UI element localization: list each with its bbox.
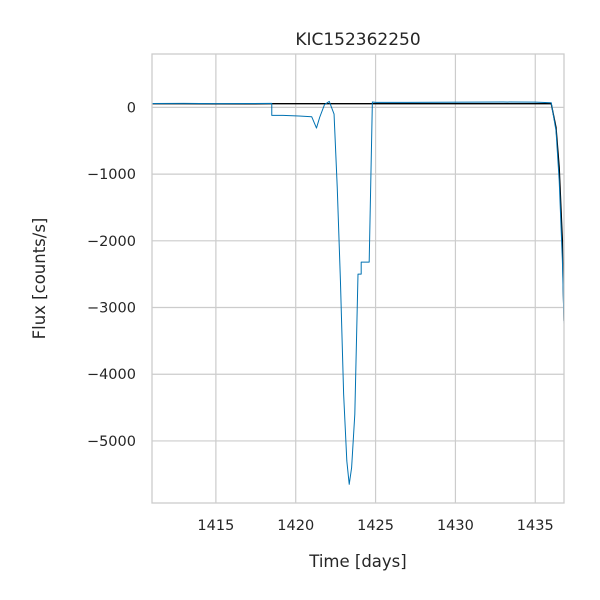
x-tick-label: 1435 [517,518,554,534]
chart-title: KIC152362250 [295,30,420,50]
x-tick-label: 1430 [437,518,474,534]
y-tick-label: −1000 [87,167,136,183]
grid [152,54,564,503]
series-line-blue [152,100,564,485]
x-tick-label: 1420 [277,518,314,534]
x-tick-label: 1415 [197,518,234,534]
y-tick-label: −2000 [87,234,136,250]
plot-frame [151,53,565,504]
series-line-black [152,103,564,321]
y-tick-label: −4000 [87,367,136,383]
x-axis-label: Time [days] [308,552,406,571]
y-axis-label: Flux [counts/s] [30,218,49,340]
y-tick-label: 0 [127,100,136,116]
x-axis-ticks: 1415 1420 1425 1430 1435 [197,518,553,534]
x-tick-label: 1425 [357,518,394,534]
y-tick-label: −3000 [87,301,136,317]
y-axis-ticks: 0 −1000 −2000 −3000 −4000 −5000 [87,100,136,450]
y-tick-label: −5000 [87,434,136,450]
series-layer [152,100,564,485]
